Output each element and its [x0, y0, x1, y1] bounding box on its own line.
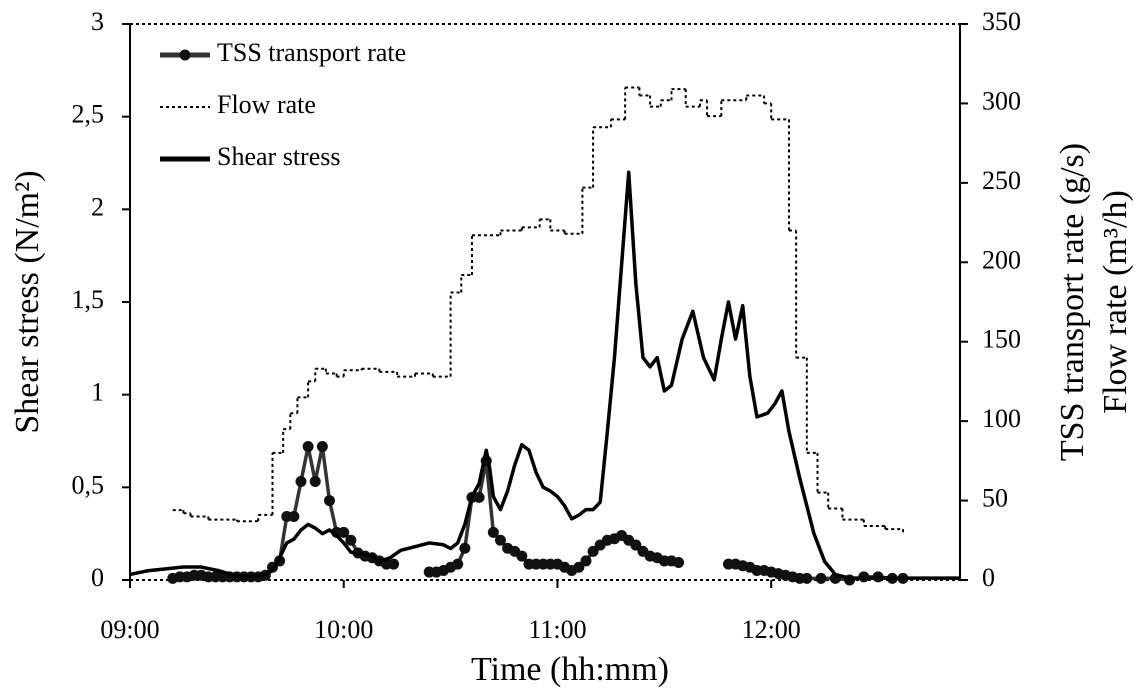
data-point [459, 542, 471, 554]
y2-tick-label: 0 [982, 563, 995, 592]
data-point [295, 476, 307, 488]
data-point [573, 561, 585, 573]
data-point [673, 557, 685, 569]
y-tick-label: 3 [91, 7, 104, 36]
data-point [516, 550, 528, 562]
y2-axis-label: TSS transport rate (g/s) [1054, 143, 1091, 461]
y-tick-label: 1,5 [72, 285, 105, 314]
data-point [487, 526, 499, 538]
y-axis-label: Shear stress (N/m²) [9, 170, 46, 433]
legend-label: Shear stress [217, 142, 340, 171]
data-point [580, 555, 592, 567]
x-tick-label: 10:00 [314, 615, 373, 644]
data-point [630, 539, 642, 551]
data-point [323, 495, 335, 507]
y2-tick-label: 50 [982, 484, 1008, 513]
y-tick-label: 2,5 [72, 100, 105, 129]
x-tick-label: 11:00 [528, 615, 586, 644]
y2-tick-label: 250 [982, 166, 1021, 195]
series-line [129, 170, 960, 580]
y2-tick-label: 150 [982, 325, 1021, 354]
x-tick-label: 12:00 [742, 615, 801, 644]
y2-axis-label: Flow rate (m³/h) [1097, 190, 1134, 414]
y-tick-label: 0 [91, 563, 104, 592]
data-point [345, 534, 357, 546]
data-point [302, 441, 314, 453]
data-point [288, 510, 300, 522]
data-point [309, 476, 321, 488]
y2-tick-label: 300 [982, 86, 1021, 115]
data-point [388, 558, 400, 570]
legend-marker [179, 49, 191, 61]
y2-tick-label: 200 [982, 245, 1021, 274]
x-tick-label: 09:00 [100, 615, 159, 644]
data-point [815, 572, 827, 584]
x-axis-label: Time (hh:mm) [471, 651, 669, 688]
legend-label: TSS transport rate [217, 38, 406, 67]
data-point [338, 526, 350, 538]
data-point [494, 534, 506, 546]
data-point [452, 558, 464, 570]
y-tick-label: 0,5 [72, 470, 105, 499]
data-point [801, 572, 813, 584]
data-point [587, 545, 599, 557]
y2-tick-label: 100 [982, 404, 1021, 433]
y2-tick-label: 350 [982, 7, 1021, 36]
y-tick-label: 1 [91, 378, 104, 407]
y-tick-label: 2 [91, 192, 104, 221]
data-point [316, 441, 328, 453]
legend-label: Flow rate [217, 90, 316, 119]
data-point [473, 491, 485, 503]
